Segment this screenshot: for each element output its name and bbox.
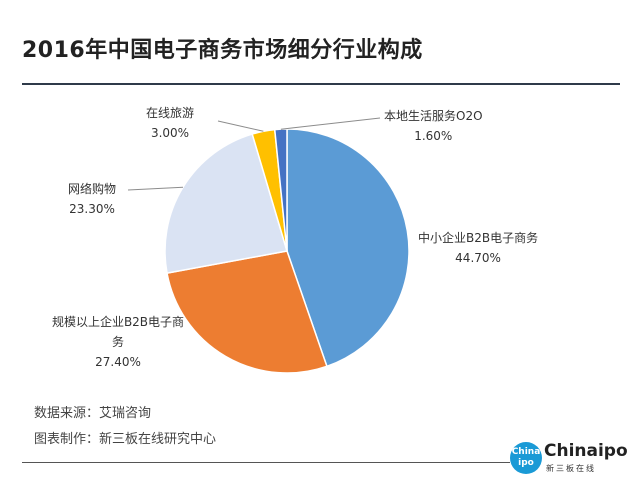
label-local-o2o-name: 本地生活服务O2O xyxy=(384,109,483,123)
label-sme-b2b-value: 44.70% xyxy=(455,251,501,265)
label-sme-b2b-name: 中小企业B2B电子商务 xyxy=(418,231,539,245)
chart-maker: 图表制作：新三板在线研究中心 xyxy=(34,432,217,447)
footer-divider xyxy=(22,462,510,463)
title-divider xyxy=(22,83,620,85)
label-local-o2o: 本地生活服务O2O 1.60% xyxy=(384,106,483,146)
label-online-shopping-name: 网络购物 xyxy=(68,182,117,196)
logo-badge: China ipo xyxy=(510,442,542,474)
leader-online-shopping xyxy=(127,186,184,191)
label-online-shopping: 网络购物 23.30% xyxy=(68,179,116,219)
label-online-travel-value: 3.00% xyxy=(150,126,190,140)
slice-large-b2b xyxy=(166,250,328,374)
label-online-travel-name: 在线旅游 xyxy=(146,106,195,120)
slice-sme-b2b xyxy=(286,128,410,368)
label-online-shopping-value: 23.30% xyxy=(69,202,115,216)
label-large-b2b: 规模以上企业B2B电子商务 27.40% xyxy=(48,312,188,372)
label-sme-b2b: 中小企业B2B电子商务 44.70% xyxy=(418,228,538,268)
chart-title: 2016年中国电子商务市场细分行业构成 xyxy=(22,38,423,63)
chinaipo-logo: China ipo Chinaipo 新三板在线 xyxy=(510,440,630,480)
logo-subtitle: 新三板在线 xyxy=(546,464,596,473)
logo-name: Chinaipo xyxy=(544,441,628,461)
label-online-travel: 在线旅游 3.00% xyxy=(146,103,194,143)
label-local-o2o-value: 1.60% xyxy=(414,129,453,143)
label-large-b2b-value: 27.40% xyxy=(95,355,141,369)
label-large-b2b-name: 规模以上企业B2B电子商务 xyxy=(51,315,185,349)
data-source: 数据来源：艾瑞咨询 xyxy=(34,406,152,421)
leader-online-travel xyxy=(217,120,264,132)
leader-local-o2o xyxy=(280,117,381,130)
